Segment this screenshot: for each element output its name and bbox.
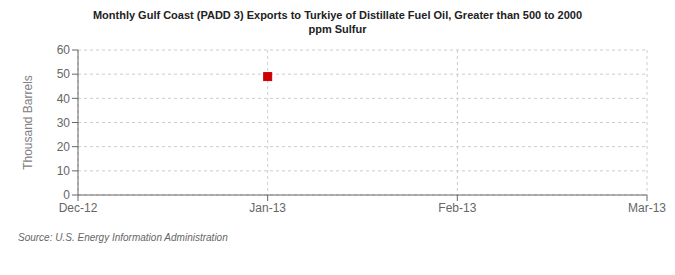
html-text:Monthly Gulf Coast (PADD 3) Ex: Monthly Gulf Coast (PADD 3) Exports to T…: [92, 9, 583, 35]
svg-text:Jan-13: Jan-13: [249, 201, 286, 215]
svg-text:20: 20: [57, 140, 71, 154]
svg-text:30: 30: [57, 116, 71, 130]
svg-text:0: 0: [63, 188, 70, 202]
svg-text:Dec-12: Dec-12: [59, 201, 98, 215]
svg-text:10: 10: [57, 164, 71, 178]
html-text:Source: U.S. Energy Informatio: Source: U.S. Energy Information Administ…: [18, 232, 228, 243]
svg-text:60: 60: [57, 43, 71, 57]
svg-text:Feb-13: Feb-13: [438, 201, 476, 215]
svg-text:50: 50: [57, 67, 71, 81]
svg-text:40: 40: [57, 92, 71, 106]
svg-text:Thousand Barrels: Thousand Barrels: [21, 75, 35, 170]
svg-text:Mar-13: Mar-13: [628, 201, 666, 215]
